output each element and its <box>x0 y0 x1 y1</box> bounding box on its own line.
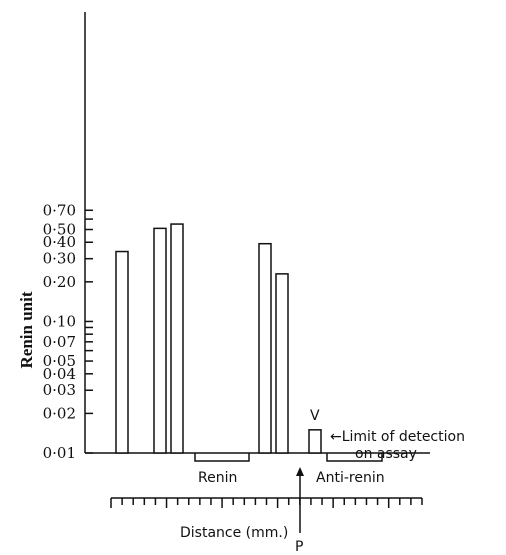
p-label: P <box>295 539 303 555</box>
y-tick-label: 0·04 <box>43 365 76 383</box>
x-axis-title: Distance (mm.) <box>180 525 288 541</box>
y-tick-label: 0·07 <box>43 333 76 351</box>
bar-1 <box>115 250 129 454</box>
anti-renin-label: Anti-renin <box>316 470 385 486</box>
distance-scale <box>110 497 423 508</box>
y-axis-title: Renin unit <box>17 291 36 368</box>
y-tick-label: 0·05 <box>43 352 76 370</box>
bar-3 <box>170 223 184 454</box>
bars <box>115 223 322 454</box>
p-arrow-head <box>296 467 304 476</box>
bar-6 <box>308 429 322 454</box>
renin-bracket <box>194 453 250 462</box>
limit-line-1: ←Limit of detection <box>330 429 465 445</box>
y-tick-label: 0·03 <box>43 381 76 399</box>
y-tick-label: 0·70 <box>43 201 76 219</box>
y-tick-label: 0·02 <box>43 404 76 422</box>
bar-4 <box>258 242 272 454</box>
bar-5 <box>275 273 289 454</box>
y-tick-label: 0·20 <box>43 273 76 291</box>
bar-v-label: V <box>310 408 320 424</box>
y-tick-label: 0·50 <box>43 221 76 239</box>
y-axis: 0·70 0·500·400·30 0·20 0·10 0·070·050·040·03… <box>43 12 430 462</box>
y-tick-label: 0·01 <box>43 444 76 462</box>
limit-annotation: ←Limit of detection on assay <box>330 429 469 462</box>
y-tick-label: 0·30 <box>43 250 76 268</box>
anti-renin-bracket <box>326 453 383 462</box>
y-tick-label: 0·40 <box>43 233 76 251</box>
y-tick-label: 0·10 <box>43 312 76 330</box>
renin-label: Renin <box>198 470 237 486</box>
bar-2 <box>153 227 167 454</box>
limit-line-2: on assay <box>355 446 417 462</box>
